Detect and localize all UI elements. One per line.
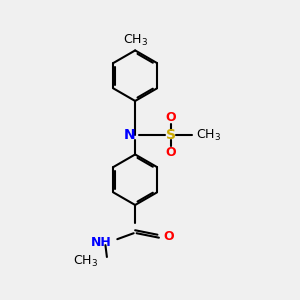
Text: NH: NH xyxy=(91,236,111,249)
Text: O: O xyxy=(164,230,174,243)
Text: S: S xyxy=(166,128,176,142)
Text: CH$_3$: CH$_3$ xyxy=(123,33,148,48)
Text: O: O xyxy=(166,111,176,124)
Text: CH$_3$: CH$_3$ xyxy=(196,128,221,143)
Text: CH$_3$: CH$_3$ xyxy=(73,254,98,269)
Text: O: O xyxy=(166,146,176,160)
Text: N: N xyxy=(124,128,136,142)
